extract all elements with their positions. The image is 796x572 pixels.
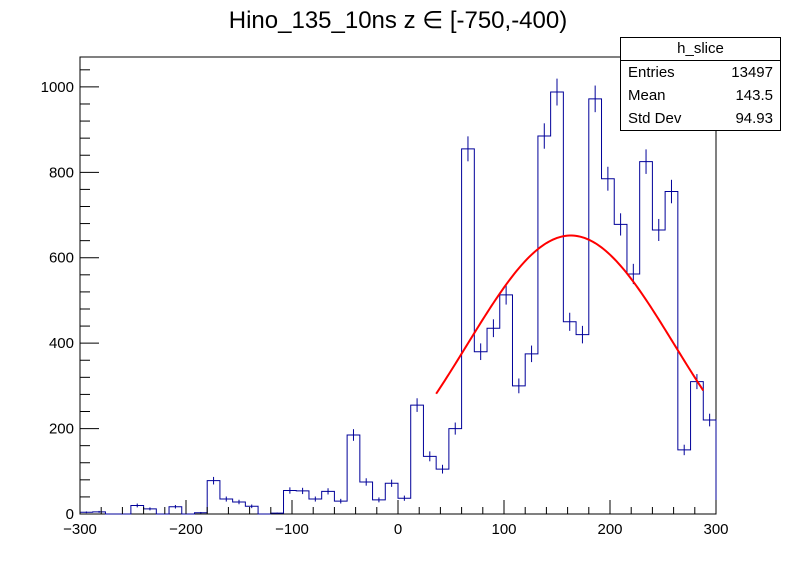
stats-label: Std Dev <box>628 110 682 127</box>
x-tick-label: −100 <box>275 521 309 538</box>
chart-title: Hino_135_10ns z ∈ [-750,-400) <box>228 7 568 34</box>
histogram-outline <box>79 91 717 515</box>
y-tick-label: 0 <box>66 506 74 523</box>
stats-row-mean: Mean 143.5 <box>621 84 780 107</box>
error-bars <box>85 78 711 514</box>
stats-label: Mean <box>628 87 666 104</box>
x-tick-label: 200 <box>597 521 622 538</box>
stats-title: h_slice <box>621 38 780 61</box>
stats-row-entries: Entries 13497 <box>621 61 780 84</box>
stats-value: 143.5 <box>735 87 773 104</box>
stats-box: h_slice Entries 13497 Mean 143.5 Std Dev… <box>620 37 781 131</box>
x-tick-label: 100 <box>491 521 516 538</box>
axes: −300 −200 −100 0 100 200 300 0 200 400 600 800 1000 <box>41 69 729 538</box>
x-tick-label: 0 <box>394 521 402 538</box>
stats-value: 13497 <box>731 64 773 81</box>
stats-row-stddev: Std Dev 94.93 <box>621 107 780 130</box>
y-tick-label: 800 <box>49 164 74 181</box>
x-tick-label: −300 <box>63 521 97 538</box>
stats-label: Entries <box>628 64 675 81</box>
gaussian-fit <box>435 234 705 395</box>
y-tick-label: 1000 <box>41 79 74 96</box>
y-tick-label: 600 <box>49 250 74 267</box>
x-tick-label: −200 <box>169 521 203 538</box>
y-tick-label: 400 <box>49 335 74 352</box>
x-tick-label: 300 <box>703 521 728 538</box>
fit-curve <box>435 234 705 395</box>
y-tick-label: 200 <box>49 421 74 438</box>
stats-value: 94.93 <box>735 110 773 127</box>
histogram-bins <box>79 91 717 515</box>
